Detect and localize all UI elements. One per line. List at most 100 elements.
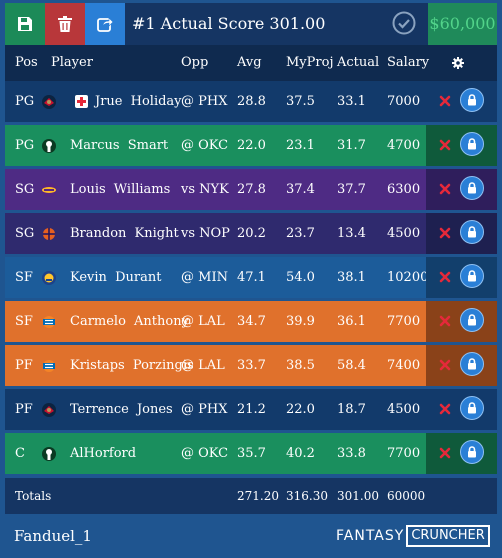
brand-text-cruncher: CRUNCHER: [406, 525, 490, 547]
cell-avg: 21.2: [237, 402, 266, 417]
row-actions: [426, 169, 497, 210]
row-actions: [426, 389, 497, 430]
save-icon: [18, 17, 32, 31]
remove-icon[interactable]: [439, 447, 451, 459]
table-row[interactable]: PF @ LAL 33.7 38.5 58.4 7400 Kristaps Porzingi…: [5, 345, 497, 386]
lock-button[interactable]: [460, 308, 484, 332]
row-actions: [426, 433, 497, 474]
cell-pos: PG: [15, 138, 35, 153]
player-name[interactable]: Kevin Durant: [70, 270, 162, 285]
cell-pos: PF: [15, 358, 33, 373]
remove-icon[interactable]: [439, 359, 451, 371]
remove-icon[interactable]: [439, 95, 451, 107]
totals-avg: 271.20: [237, 489, 279, 503]
column-header-salary[interactable]: Salary: [387, 55, 430, 70]
cell-myproj: 39.9: [286, 314, 315, 329]
totals-row: Totals 271.20 316.30 301.00 60000: [5, 478, 497, 514]
cell-pos: SF: [15, 270, 33, 285]
cell-avg: 35.7: [237, 446, 266, 461]
suns-logo: [41, 226, 57, 242]
lock-button[interactable]: [460, 264, 484, 288]
warriors-logo: [41, 270, 57, 286]
row-actions: [426, 125, 497, 166]
cell-pos: SF: [15, 314, 33, 329]
cell-myproj: 37.4: [286, 182, 315, 197]
cell-avg: 28.8: [237, 94, 266, 109]
remove-icon[interactable]: [439, 403, 451, 415]
cell-avg: 20.2: [237, 226, 266, 241]
remove-icon[interactable]: [439, 183, 451, 195]
column-header-myproj[interactable]: MyProj: [286, 55, 334, 70]
lock-button[interactable]: [460, 396, 484, 420]
lock-button[interactable]: [460, 440, 484, 464]
cell-opp: @ OKC: [181, 138, 229, 153]
knicks-logo: [41, 314, 57, 330]
lock-button[interactable]: [460, 220, 484, 244]
player-name[interactable]: Kristaps Porzingis: [70, 358, 194, 373]
remove-icon[interactable]: [439, 315, 451, 327]
share-button[interactable]: [85, 3, 125, 45]
remove-icon[interactable]: [439, 271, 451, 283]
cell-actual: 37.7: [337, 182, 366, 197]
table-header: Pos Player Opp Avg MyProj Actual Salary: [5, 45, 497, 81]
lock-icon: [468, 402, 476, 414]
gear-icon[interactable]: [452, 57, 464, 69]
table-row[interactable]: SG vs NOP 20.2 23.7 13.4 4500 Brandon Knight: [5, 213, 497, 254]
row-actions: [426, 345, 497, 386]
knicks-logo: [41, 358, 57, 374]
cell-myproj: 40.2: [286, 446, 315, 461]
row-actions: [426, 213, 497, 254]
player-name[interactable]: AlHorford: [70, 446, 137, 461]
delete-button[interactable]: [45, 3, 85, 45]
table-row[interactable]: PG @ OKC 22.0 23.1 31.7 4700 Marcus Smart: [5, 125, 497, 166]
cell-avg: 47.1: [237, 270, 266, 285]
column-header-player[interactable]: Player: [51, 55, 93, 70]
column-header-opp[interactable]: Opp: [181, 55, 209, 70]
lock-button[interactable]: [460, 88, 484, 112]
table-row[interactable]: PF @ PHX 21.2 22.0 18.7 4500 Terrence Jones: [5, 389, 497, 430]
cell-opp: @ OKC: [181, 446, 229, 461]
table-row[interactable]: C @ OKC 35.7 40.2 33.8 7700 AlHorford: [5, 433, 497, 474]
lock-button[interactable]: [460, 132, 484, 156]
player-name[interactable]: Terrence Jones: [70, 402, 173, 417]
remove-icon[interactable]: [439, 139, 451, 151]
save-button[interactable]: [5, 3, 45, 45]
cell-salary: 6300: [387, 182, 421, 197]
cell-salary: 10200: [387, 270, 429, 285]
player-name[interactable]: Louis Williams: [70, 182, 171, 197]
column-header-actual[interactable]: Actual: [337, 55, 380, 70]
lakers-logo: [41, 182, 57, 198]
row-actions: [426, 257, 497, 298]
player-name[interactable]: Jrue Holiday: [95, 94, 182, 109]
totals-actual: 301.00: [337, 489, 379, 503]
cell-opp: @ LAL: [181, 314, 225, 329]
cell-opp: @ MIN: [181, 270, 228, 285]
totals-salary: 60000: [387, 489, 426, 503]
table-row[interactable]: SF @ LAL 34.7 39.9 36.1 7700 Carmelo Anthony: [5, 301, 497, 342]
celtics-logo: [41, 446, 57, 462]
red-cross-icon: [75, 95, 88, 108]
lock-button[interactable]: [460, 176, 484, 200]
table-row[interactable]: SG vs NYK 27.8 37.4 37.7 6300 Louis Williams: [5, 169, 497, 210]
cell-pos: SG: [15, 182, 35, 197]
cell-avg: 27.8: [237, 182, 266, 197]
check-circle-icon[interactable]: [392, 11, 416, 35]
player-name[interactable]: Brandon Knight: [70, 226, 179, 241]
cell-opp: vs NYK: [181, 182, 229, 197]
column-header-pos[interactable]: Pos: [15, 55, 38, 70]
column-header-avg[interactable]: Avg: [237, 55, 262, 70]
table-row[interactable]: PG @ PHX 28.8 37.5 33.1 7000 Jrue Holiday: [5, 81, 497, 122]
cell-myproj: 22.0: [286, 402, 315, 417]
lock-icon: [468, 446, 476, 458]
cell-actual: 33.8: [337, 446, 366, 461]
lock-button[interactable]: [460, 352, 484, 376]
player-name[interactable]: Carmelo Anthony: [70, 314, 189, 329]
lock-icon: [468, 94, 476, 106]
cell-salary: 7000: [387, 94, 421, 109]
table-row[interactable]: SF @ MIN 47.1 54.0 38.1 10200 Kevin Durant: [5, 257, 497, 298]
remove-icon[interactable]: [439, 227, 451, 239]
lock-icon: [468, 314, 476, 326]
lock-icon: [468, 138, 476, 150]
cell-pos: PG: [15, 94, 35, 109]
player-name[interactable]: Marcus Smart: [70, 138, 169, 153]
